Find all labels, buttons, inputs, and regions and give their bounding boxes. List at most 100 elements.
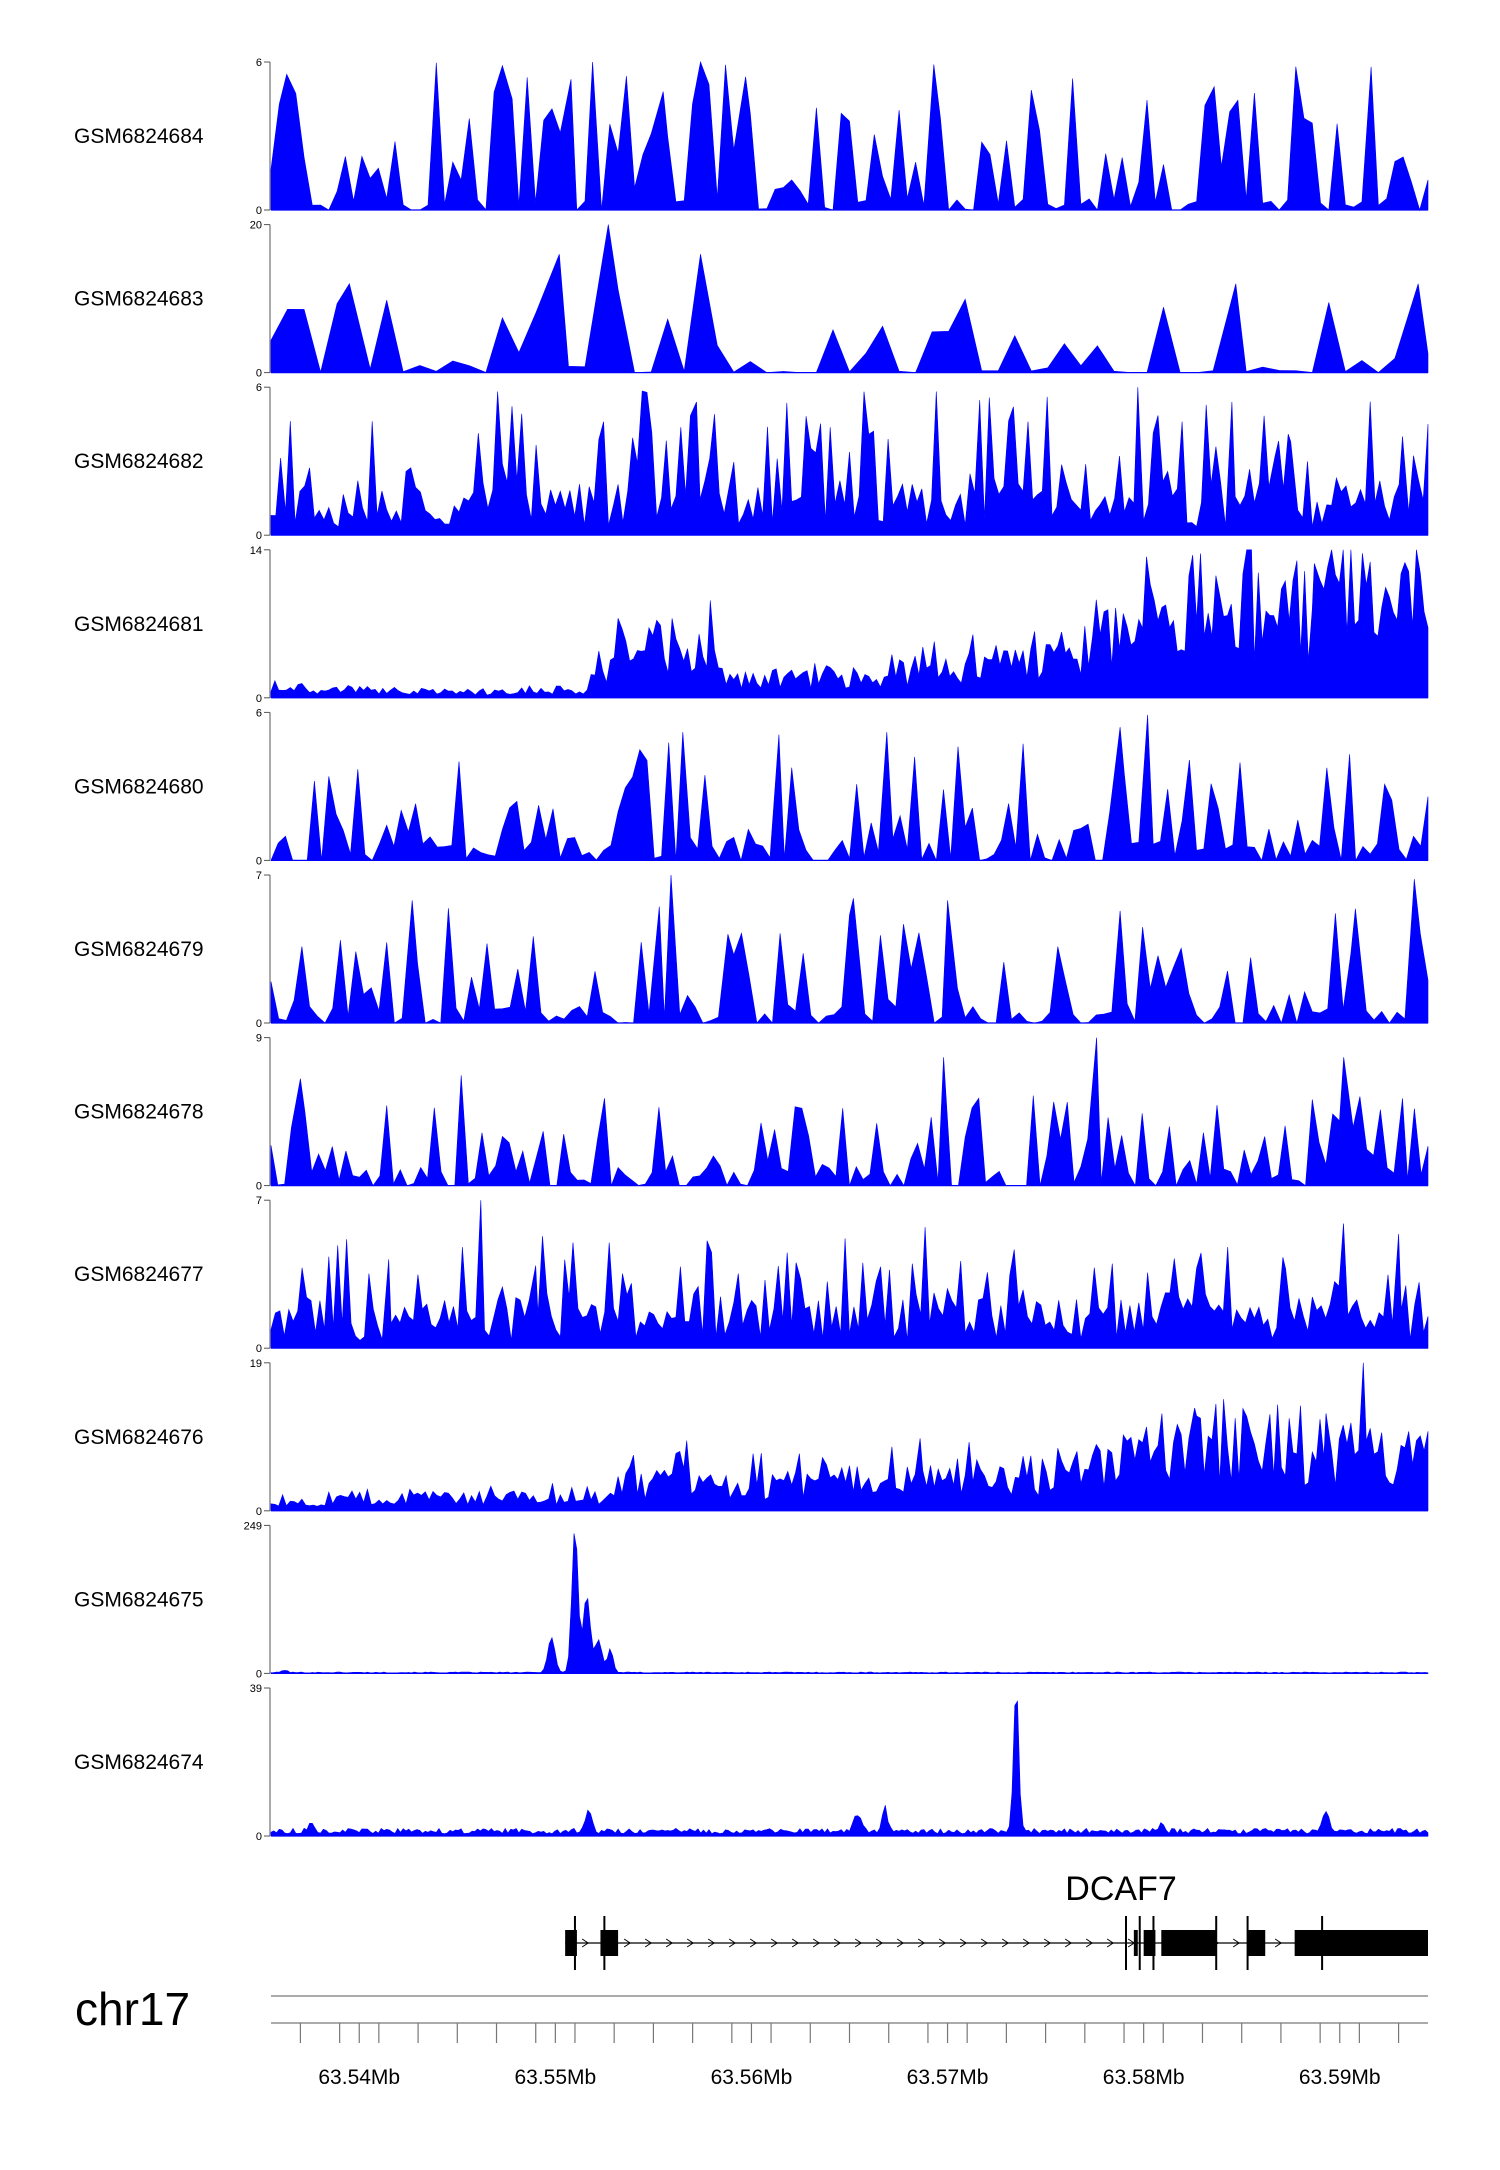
strand-arrow bbox=[749, 1938, 758, 1948]
strand-arrow bbox=[770, 1938, 779, 1948]
strand-arrow bbox=[1106, 1938, 1115, 1948]
track-label: GSM6824674 bbox=[74, 1751, 204, 1774]
strand-arrow bbox=[644, 1938, 653, 1948]
y-min-label: 0 bbox=[256, 205, 262, 217]
y-max-label: 19 bbox=[250, 1358, 262, 1370]
signal-area bbox=[270, 60, 1429, 212]
y-max-label: 6 bbox=[256, 707, 262, 719]
y-min-label: 0 bbox=[256, 1181, 262, 1193]
axis-tick-label: 63.59Mb bbox=[1299, 2066, 1381, 2089]
track-label: GSM6824681 bbox=[74, 613, 204, 636]
strand-arrow bbox=[581, 1938, 590, 1948]
gene-exon bbox=[1161, 1930, 1217, 1956]
y-max-label: 6 bbox=[256, 57, 262, 69]
y-min-label: 0 bbox=[256, 1343, 262, 1355]
strand-arrow bbox=[686, 1938, 695, 1948]
strand-arrow bbox=[854, 1938, 863, 1948]
track-GSM6824677: GSM6824677 7 0 bbox=[74, 1195, 1429, 1355]
gene-exon bbox=[1133, 1930, 1138, 1956]
gene-annotation-track: DCAF7 bbox=[565, 1870, 1428, 1970]
gene-exon bbox=[565, 1930, 577, 1956]
y-max-label: 6 bbox=[256, 382, 262, 394]
track-GSM6824680: GSM6824680 6 0 bbox=[74, 707, 1429, 867]
axis-tick-label: 63.58Mb bbox=[1103, 2066, 1185, 2089]
strand-arrow bbox=[812, 1938, 821, 1948]
y-min-label: 0 bbox=[256, 530, 262, 542]
axis-tick-label: 63.57Mb bbox=[907, 2066, 989, 2089]
signal-area bbox=[270, 1200, 1429, 1349]
signal-area bbox=[270, 1037, 1429, 1187]
y-min-label: 0 bbox=[256, 368, 262, 380]
gene-exon bbox=[1143, 1930, 1156, 1956]
data-tracks: GSM682468460GSM6824683200GSM682468260GSM… bbox=[74, 57, 1429, 1843]
y-max-label: 14 bbox=[250, 545, 262, 557]
axis-tick-label: 63.54Mb bbox=[318, 2066, 400, 2089]
axis-tick-label: 63.56Mb bbox=[711, 2066, 793, 2089]
track-label: GSM6824677 bbox=[74, 1263, 204, 1286]
y-max-label: 39 bbox=[250, 1683, 262, 1695]
strand-arrow bbox=[665, 1938, 674, 1948]
signal-area bbox=[270, 387, 1429, 536]
y-min-label: 0 bbox=[256, 1018, 262, 1030]
signal-area bbox=[270, 1700, 1429, 1837]
strand-arrow bbox=[917, 1938, 926, 1948]
strand-arrow bbox=[791, 1938, 800, 1948]
track-GSM6824674: GSM6824674 39 0 bbox=[74, 1683, 1429, 1843]
track-label: GSM6824680 bbox=[74, 775, 204, 798]
strand-arrow bbox=[1043, 1938, 1052, 1948]
strand-arrow bbox=[707, 1938, 716, 1948]
y-max-label: 9 bbox=[256, 1033, 262, 1045]
axis-tick-label: 63.55Mb bbox=[514, 2066, 596, 2089]
y-min-label: 0 bbox=[256, 693, 262, 705]
y-min-label: 0 bbox=[256, 855, 262, 867]
y-max-label: 7 bbox=[256, 870, 262, 882]
track-GSM6824681: GSM6824681 14 0 bbox=[74, 545, 1429, 705]
signal-area bbox=[270, 1533, 1429, 1674]
track-label: GSM6824682 bbox=[74, 450, 204, 473]
track-GSM6824678: GSM6824678 9 0 bbox=[74, 1033, 1429, 1193]
gene-exon bbox=[1247, 1930, 1266, 1956]
strand-arrow bbox=[959, 1938, 968, 1948]
track-GSM6824684: GSM6824684 6 0 bbox=[74, 57, 1429, 217]
signal-area bbox=[270, 1362, 1429, 1512]
y-min-label: 0 bbox=[256, 1506, 262, 1518]
strand-arrow bbox=[1064, 1938, 1073, 1948]
track-label: GSM6824678 bbox=[74, 1101, 204, 1124]
signal-area bbox=[270, 549, 1429, 699]
strand-arrow bbox=[1232, 1938, 1241, 1948]
gene-exon bbox=[1294, 1930, 1428, 1956]
track-GSM6824679: GSM6824679 7 0 bbox=[74, 870, 1429, 1030]
y-min-label: 0 bbox=[256, 1668, 262, 1680]
gene-exon bbox=[600, 1930, 619, 1956]
track-GSM6824683: GSM6824683 20 0 bbox=[74, 220, 1429, 380]
strand-arrow bbox=[896, 1938, 905, 1948]
strand-arrow bbox=[980, 1938, 989, 1948]
track-label: GSM6824676 bbox=[74, 1426, 204, 1449]
signal-area bbox=[270, 714, 1429, 862]
strand-arrow bbox=[1085, 1938, 1094, 1948]
track-GSM6824676: GSM6824676 19 0 bbox=[74, 1358, 1429, 1518]
y-max-label: 249 bbox=[244, 1520, 262, 1532]
strand-arrow bbox=[833, 1938, 842, 1948]
track-label: GSM6824679 bbox=[74, 938, 204, 961]
strand-arrow bbox=[875, 1938, 884, 1948]
strand-arrow bbox=[1001, 1938, 1010, 1948]
track-label: GSM6824683 bbox=[74, 288, 204, 311]
y-max-label: 7 bbox=[256, 1195, 262, 1207]
strand-arrow bbox=[728, 1938, 737, 1948]
gene-name-label: DCAF7 bbox=[1065, 1870, 1176, 1908]
strand-arrow bbox=[1274, 1938, 1283, 1948]
track-GSM6824682: GSM6824682 6 0 bbox=[74, 382, 1429, 542]
track-GSM6824675: GSM6824675 249 0 bbox=[74, 1520, 1429, 1680]
chromosome-label: chr17 bbox=[75, 1983, 190, 2035]
signal-area bbox=[270, 874, 1429, 1025]
strand-arrow bbox=[1022, 1938, 1031, 1948]
strand-arrow bbox=[623, 1938, 632, 1948]
genome-axis: chr17 63.54Mb 63.55Mb 63.56Mb 63.57Mb 63.58Mb… bbox=[75, 1983, 1428, 2089]
y-max-label: 20 bbox=[250, 220, 262, 232]
y-min-label: 0 bbox=[256, 1831, 262, 1843]
signal-area bbox=[270, 224, 1429, 373]
track-label: GSM6824684 bbox=[74, 125, 204, 148]
strand-arrow bbox=[938, 1938, 947, 1948]
